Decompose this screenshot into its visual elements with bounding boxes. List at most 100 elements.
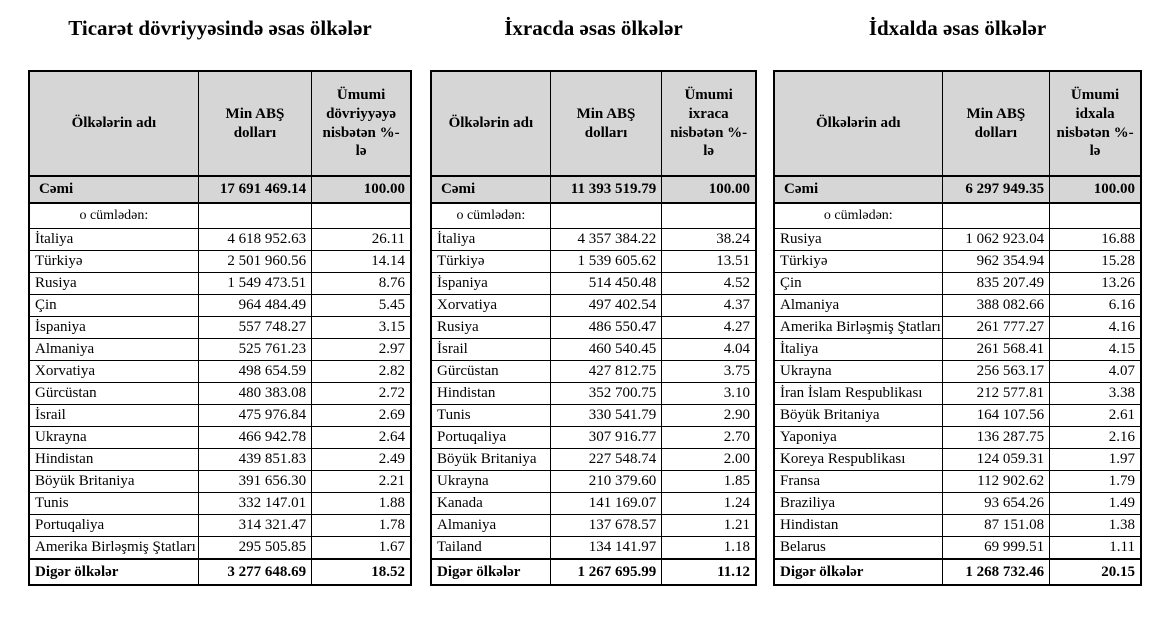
percent-cell: 13.26 <box>1049 272 1142 295</box>
country-cell: İtaliya <box>28 228 199 251</box>
table-row: Böyük Britaniya 164 107.56 2.61 <box>773 404 1142 427</box>
country-cell: Ukrayna <box>430 470 551 493</box>
value-cell: 439 851.83 <box>197 448 313 471</box>
percent-cell: 1.18 <box>661 536 757 560</box>
country-column-header: Ölkələrin adı <box>28 70 199 177</box>
percent-cell: 6.16 <box>1049 294 1142 317</box>
percent-cell: 2.49 <box>311 448 412 471</box>
table-row: Böyük Britaniya 391 656.30 2.21 <box>28 470 412 493</box>
percent-cell: 1.49 <box>1049 492 1142 515</box>
country-cell: Almaniya <box>773 294 943 317</box>
country-cell: İtaliya <box>773 338 943 361</box>
table-row: Braziliya 93 654.26 1.49 <box>773 492 1142 515</box>
subheader-row: o cümlədən: <box>773 202 1142 229</box>
value-cell: 388 082.66 <box>941 294 1051 317</box>
empty-cell <box>661 202 757 229</box>
other-countries-percent: 18.52 <box>311 558 412 586</box>
empty-cell <box>197 202 313 229</box>
value-cell: 352 700.75 <box>549 382 663 405</box>
empty-cell <box>311 202 412 229</box>
total-value: 17 691 469.14 <box>197 175 313 204</box>
value-column-header: Min ABŞ dolları <box>549 70 663 177</box>
table-row: İspaniya 557 748.27 3.15 <box>28 316 412 339</box>
value-cell: 134 141.97 <box>549 536 663 560</box>
percent-cell: 2.82 <box>311 360 412 383</box>
country-cell: Türkiyə <box>430 250 551 273</box>
percent-cell: 2.69 <box>311 404 412 427</box>
value-cell: 835 207.49 <box>941 272 1051 295</box>
country-cell: Kanada <box>430 492 551 515</box>
table-row: Belarus 69 999.51 1.11 <box>773 536 1142 560</box>
value-cell: 391 656.30 <box>197 470 313 493</box>
other-countries-row: Digər ölkələr 1 267 695.99 11.12 <box>430 558 757 586</box>
value-cell: 261 568.41 <box>941 338 1051 361</box>
country-cell: Xorvatiya <box>28 360 199 383</box>
value-cell: 141 169.07 <box>549 492 663 515</box>
percent-cell: 15.28 <box>1049 250 1142 273</box>
country-cell: Hindistan <box>430 382 551 405</box>
value-cell: 137 678.57 <box>549 514 663 537</box>
percent-cell: 2.16 <box>1049 426 1142 449</box>
country-cell: Yaponiya <box>773 426 943 449</box>
table-row: Yaponiya 136 287.75 2.16 <box>773 426 1142 449</box>
value-cell: 124 059.31 <box>941 448 1051 471</box>
value-cell: 307 916.77 <box>549 426 663 449</box>
value-cell: 69 999.51 <box>941 536 1051 560</box>
header-row: Ölkələrin adı Min ABŞ dolları Ümumi ixra… <box>430 70 757 177</box>
percent-cell: 13.51 <box>661 250 757 273</box>
table-row: Almaniya 525 761.23 2.97 <box>28 338 412 361</box>
country-cell: İspaniya <box>430 272 551 295</box>
subheader-label: o cümlədən: <box>28 202 199 229</box>
total-label: Cəmi <box>430 175 551 204</box>
table-row: Gürcüstan 427 812.75 3.75 <box>430 360 757 383</box>
table-row: Rusiya 1 062 923.04 16.88 <box>773 228 1142 251</box>
empty-cell <box>941 202 1051 229</box>
country-cell: Belarus <box>773 536 943 560</box>
value-cell: 962 354.94 <box>941 250 1051 273</box>
table-row: İtaliya 4 357 384.22 38.24 <box>430 228 757 251</box>
country-cell: İsrail <box>28 404 199 427</box>
value-cell: 4 357 384.22 <box>549 228 663 251</box>
table-row: İtaliya 261 568.41 4.15 <box>773 338 1142 361</box>
value-cell: 256 563.17 <box>941 360 1051 383</box>
percent-cell: 16.88 <box>1049 228 1142 251</box>
table-row: Gürcüstan 480 383.08 2.72 <box>28 382 412 405</box>
country-cell: Tunis <box>28 492 199 515</box>
value-cell: 466 942.78 <box>197 426 313 449</box>
country-cell: Rusiya <box>430 316 551 339</box>
country-cell: Hindistan <box>773 514 943 537</box>
turnover-table: Ölkələrin adı Min ABŞ dolları Ümumi dövr… <box>28 70 412 586</box>
country-cell: Gürcüstan <box>430 360 551 383</box>
country-cell: Ukrayna <box>28 426 199 449</box>
country-column-header: Ölkələrin adı <box>430 70 551 177</box>
export-section: İxracda əsas ölkələr Ölkələrin adı Min A… <box>430 0 757 586</box>
country-cell: Xorvatiya <box>430 294 551 317</box>
country-cell: İsrail <box>430 338 551 361</box>
value-cell: 93 654.26 <box>941 492 1051 515</box>
total-percent: 100.00 <box>1049 175 1142 204</box>
total-label: Cəmi <box>773 175 943 204</box>
other-countries-percent: 20.15 <box>1049 558 1142 586</box>
total-value: 6 297 949.35 <box>941 175 1051 204</box>
percent-column-header: Ümumi ixraca nisbətən %-lə <box>661 70 757 177</box>
country-cell: Rusiya <box>28 272 199 295</box>
percent-column-header: Ümumi idxala nisbətən %-lə <box>1049 70 1142 177</box>
value-cell: 227 548.74 <box>549 448 663 471</box>
percent-cell: 4.16 <box>1049 316 1142 339</box>
percent-cell: 1.78 <box>311 514 412 537</box>
table-row: Hindistan 352 700.75 3.10 <box>430 382 757 405</box>
table-row: Amerika Birləşmiş Ştatları 295 505.85 1.67 <box>28 536 412 560</box>
table-row: Çin 964 484.49 5.45 <box>28 294 412 317</box>
country-cell: Tailand <box>430 536 551 560</box>
table-row: Çin 835 207.49 13.26 <box>773 272 1142 295</box>
value-cell: 498 654.59 <box>197 360 313 383</box>
table-row: İspaniya 514 450.48 4.52 <box>430 272 757 295</box>
value-cell: 1 549 473.51 <box>197 272 313 295</box>
table-row: Türkiyə 962 354.94 15.28 <box>773 250 1142 273</box>
percent-cell: 3.10 <box>661 382 757 405</box>
table-row: Portuqaliya 307 916.77 2.70 <box>430 426 757 449</box>
other-countries-value: 1 267 695.99 <box>549 558 663 586</box>
other-countries-value: 1 268 732.46 <box>941 558 1051 586</box>
table-row: Tunis 330 541.79 2.90 <box>430 404 757 427</box>
